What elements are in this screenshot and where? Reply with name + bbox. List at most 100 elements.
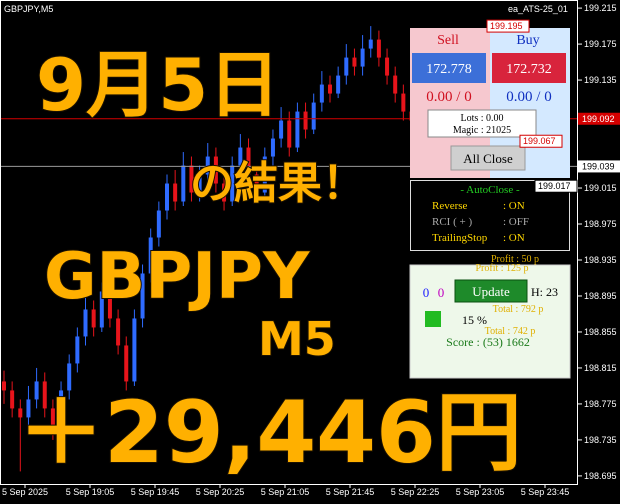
candle-body [34, 381, 39, 400]
y-tick-label: 198.695 [584, 471, 617, 481]
candle-body [124, 345, 129, 382]
price-tag [578, 112, 620, 125]
sell-price: 172.778 [426, 62, 472, 77]
magic: Magic : 21025 [453, 125, 511, 136]
candle-body [50, 408, 55, 427]
timeframe-text: M5 [258, 312, 336, 366]
candle-body [18, 408, 23, 418]
candle-body [91, 309, 96, 328]
candle-body [368, 39, 373, 49]
candle-body [99, 291, 104, 328]
y-tick-label: 198.895 [584, 291, 617, 301]
candle-body [246, 147, 251, 175]
y-tick-label: 198.815 [584, 363, 617, 373]
y-tick-label: 199.175 [584, 39, 617, 49]
candle-body [75, 336, 80, 364]
candle-body [295, 111, 300, 148]
candle-body [26, 399, 31, 418]
y-tick-label: 199.215 [584, 3, 617, 13]
candle-body [230, 165, 235, 202]
setting-name: TrailingStop [432, 232, 488, 244]
y-tick-label: 198.935 [584, 255, 617, 265]
candle-body [238, 147, 243, 166]
update-button[interactable] [454, 279, 528, 303]
symbol-label: GBPJPY,M5 [4, 4, 53, 14]
setting-value: : OFF [503, 216, 529, 228]
candle-body [344, 57, 349, 76]
trade-panel: Sell Buy 172.778 172.732 0.00 / 0 0.00 /… [410, 28, 570, 178]
price-marker [534, 179, 578, 193]
candle-body [148, 237, 153, 274]
profit-1: Profit : 50 p [491, 254, 539, 265]
candle-body [336, 75, 341, 94]
date-text: 9月5日 [36, 43, 280, 127]
all-close-label: All Close [463, 151, 513, 166]
lots: Lots : 0.00 [460, 113, 503, 124]
result-text: の結果！ [190, 158, 366, 209]
x-tick-label: 5 Sep 19:05 [66, 487, 115, 497]
candle-body [376, 39, 381, 58]
candle-body [173, 183, 178, 202]
setting-value: : ON [503, 200, 525, 212]
y-tick-label: 199.135 [584, 75, 617, 85]
candle-body [205, 156, 210, 175]
profit-text: ＋29,446円 [18, 383, 522, 483]
candle-body [189, 165, 194, 193]
candle-body [181, 165, 186, 202]
status-square [425, 311, 441, 327]
autoclose-title: - AutoClose - [460, 184, 520, 196]
candle-body [254, 174, 259, 193]
info-box [427, 109, 537, 138]
buy-label: Buy [516, 33, 539, 48]
sell-button[interactable] [412, 53, 486, 83]
candle-body [319, 84, 324, 103]
sell-position: 0.00 / 0 [426, 89, 471, 105]
candle-body [67, 363, 72, 391]
y-tick-label: 199.015 [584, 183, 617, 193]
candle-body [197, 174, 202, 193]
price-marker-label: 199.017 [538, 181, 571, 191]
candle-body [59, 390, 64, 427]
candle-body [352, 57, 357, 67]
plot-border [0, 0, 578, 485]
y-tick-label: 198.735 [584, 435, 617, 445]
candle-body [262, 156, 267, 193]
price-tag-label: 199.039 [582, 161, 615, 171]
candle-body [279, 120, 284, 139]
candle-body [222, 183, 227, 202]
candle-body [401, 93, 406, 112]
total-2: Total : 742 p [485, 326, 536, 337]
candle-body [287, 120, 292, 148]
price-marker [519, 134, 563, 148]
update-label: Update [472, 284, 510, 299]
candle-body [270, 138, 275, 157]
y-tick-label: 198.975 [584, 219, 617, 229]
sell-label: Sell [437, 33, 459, 48]
candle-body [140, 273, 145, 319]
buy-price: 172.732 [506, 62, 552, 77]
hours: H: 23 [531, 285, 558, 299]
stats-panel: Profit : 50 p Profit : 125 p 0 0 Update … [409, 254, 571, 379]
all-close-button[interactable] [450, 145, 526, 171]
symbol-text: GBPJPY [44, 240, 310, 314]
settings: Reverse: ON RCI ( + ): OFF TrailingStop: O… [432, 200, 529, 244]
setting-value: : ON [503, 232, 525, 244]
count-b: 0 [438, 285, 445, 300]
candle-body [393, 75, 398, 94]
candle-body [385, 57, 390, 76]
price-tag [578, 160, 620, 173]
candle-body [165, 183, 169, 211]
buy-button[interactable] [492, 53, 566, 83]
buy-position: 0.00 / 0 [506, 89, 551, 105]
x-tick-label: 5 Sep 22:25 [391, 487, 440, 497]
price-marker-label: 199.067 [523, 136, 556, 146]
x-tick-label: 5 Sep 21:45 [326, 487, 375, 497]
setting-name: Reverse [432, 200, 468, 212]
count-a: 0 [423, 285, 430, 300]
candle-body [360, 48, 365, 67]
candle-body [156, 210, 161, 238]
candle-body [132, 318, 137, 382]
candle-body [311, 102, 316, 130]
candle-body [10, 390, 15, 409]
